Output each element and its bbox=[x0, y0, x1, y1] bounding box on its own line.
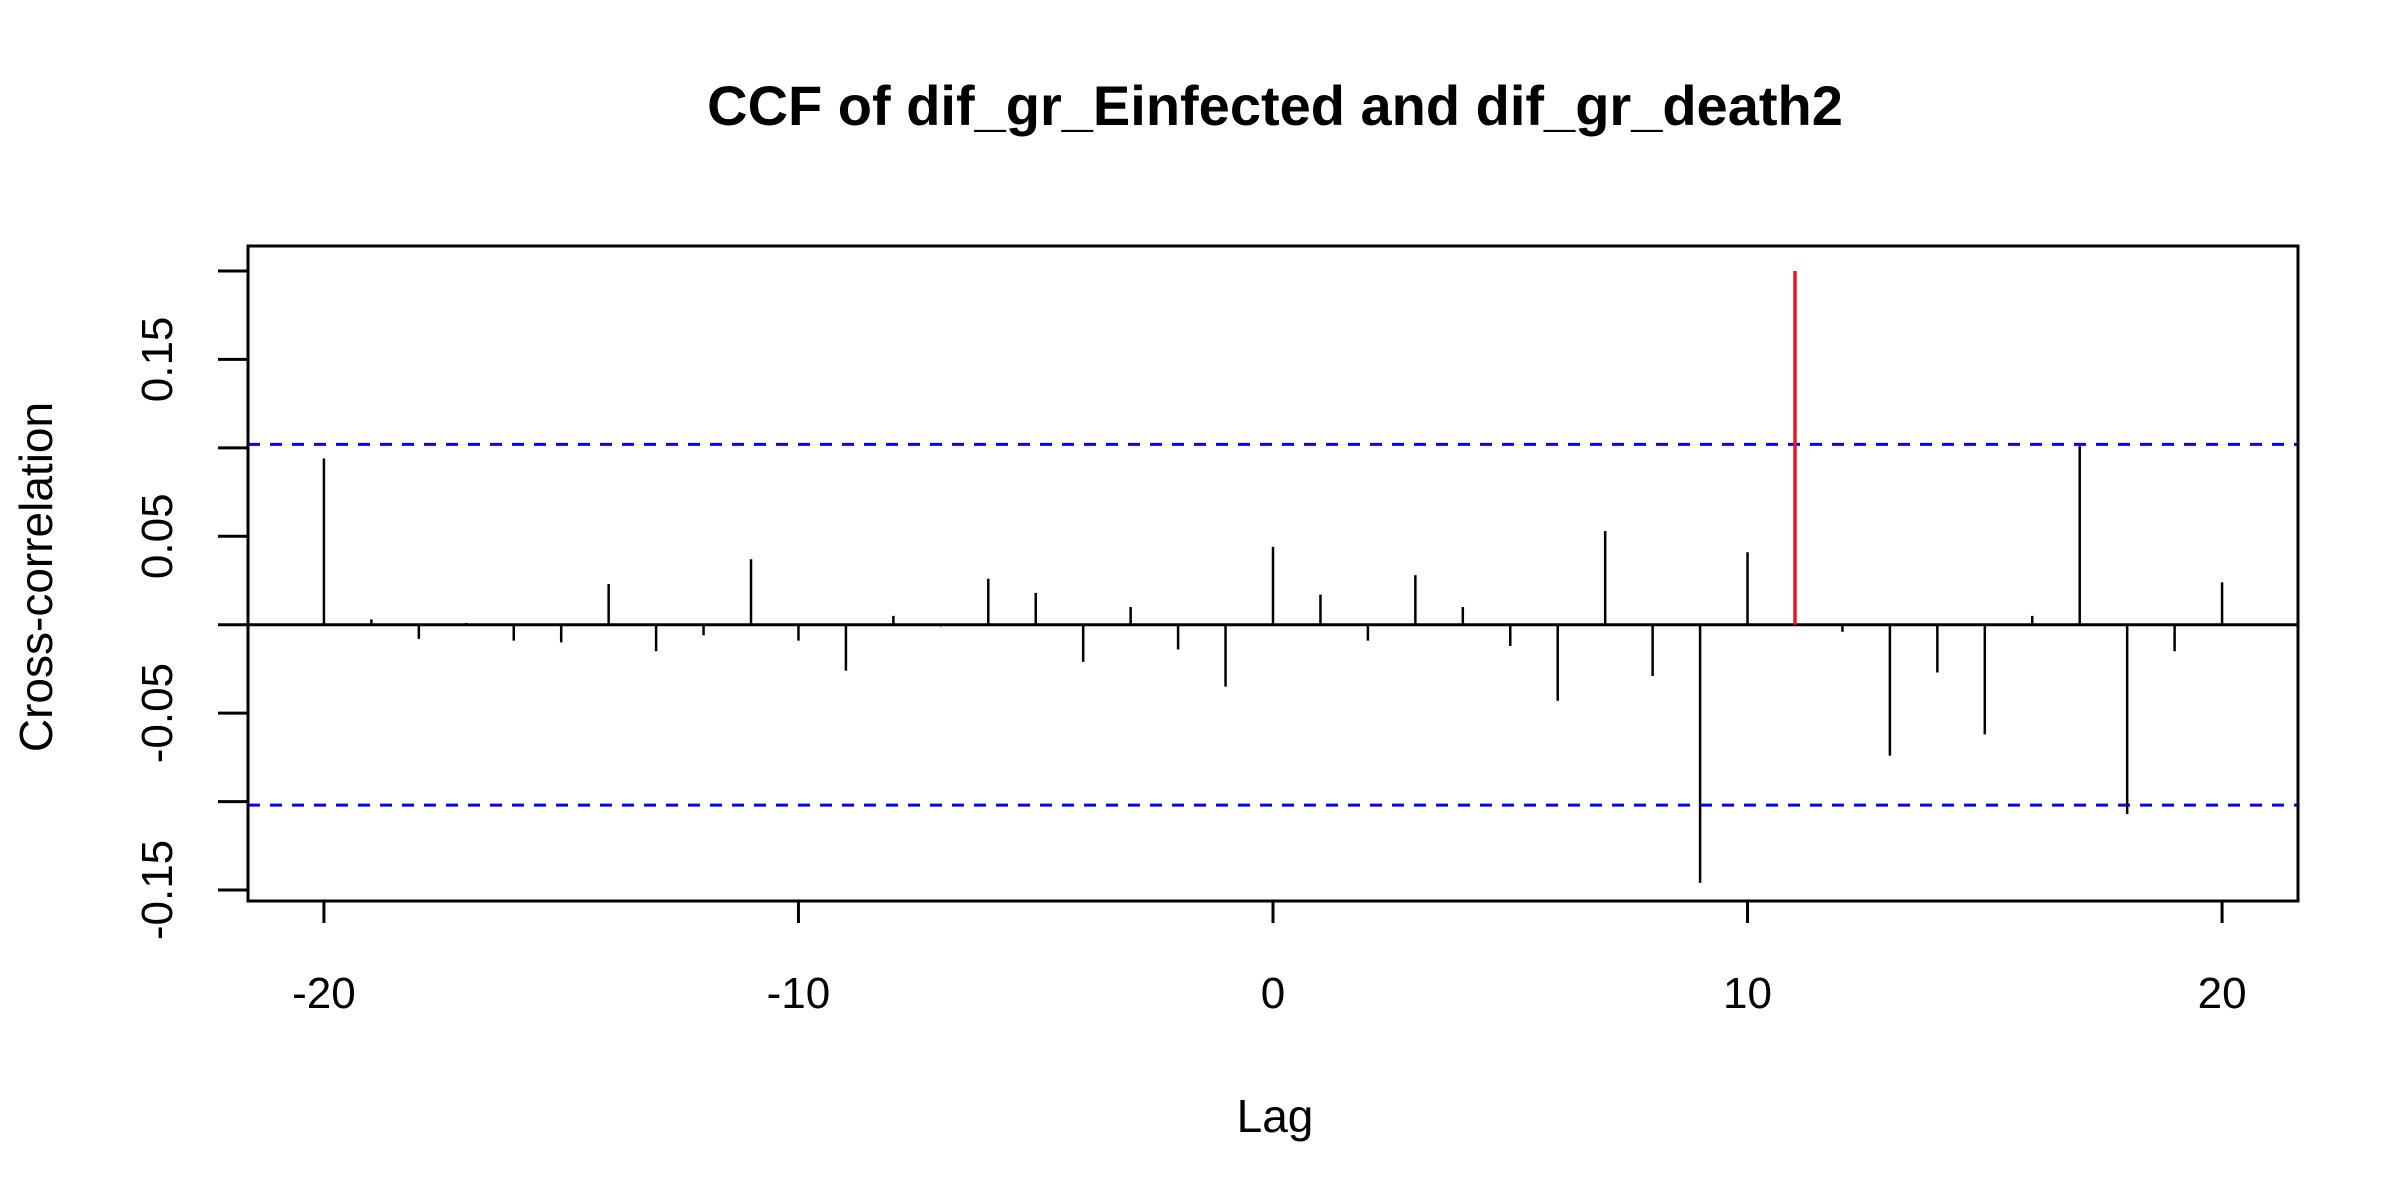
y-axis: -0.15 -0.05 0.05 0.15 bbox=[133, 269, 248, 940]
x-axis: -20 -10 0 10 20 bbox=[292, 901, 2247, 1018]
y-tick-label: 0.15 bbox=[133, 317, 182, 403]
x-tick-label: -20 bbox=[292, 969, 356, 1018]
x-tick-label: 20 bbox=[2198, 969, 2247, 1018]
chart-title: CCF of dif_gr_Einfected and dif_gr_death… bbox=[707, 74, 1843, 137]
ccf-bars bbox=[322, 271, 2224, 883]
y-tick-label: -0.05 bbox=[133, 663, 182, 763]
x-tick-label: 0 bbox=[1261, 969, 1285, 1018]
confidence-bands bbox=[248, 442, 2298, 807]
y-tick-label: -0.15 bbox=[133, 840, 182, 940]
x-tick-label: -10 bbox=[767, 969, 831, 1018]
y-tick-label: 0.05 bbox=[133, 493, 182, 579]
x-tick-label: 10 bbox=[1723, 969, 1772, 1018]
x-axis-label: Lag bbox=[1237, 1090, 1314, 1142]
plot-area bbox=[246, 244, 2300, 903]
y-axis-label: Cross-correlation bbox=[10, 402, 62, 752]
